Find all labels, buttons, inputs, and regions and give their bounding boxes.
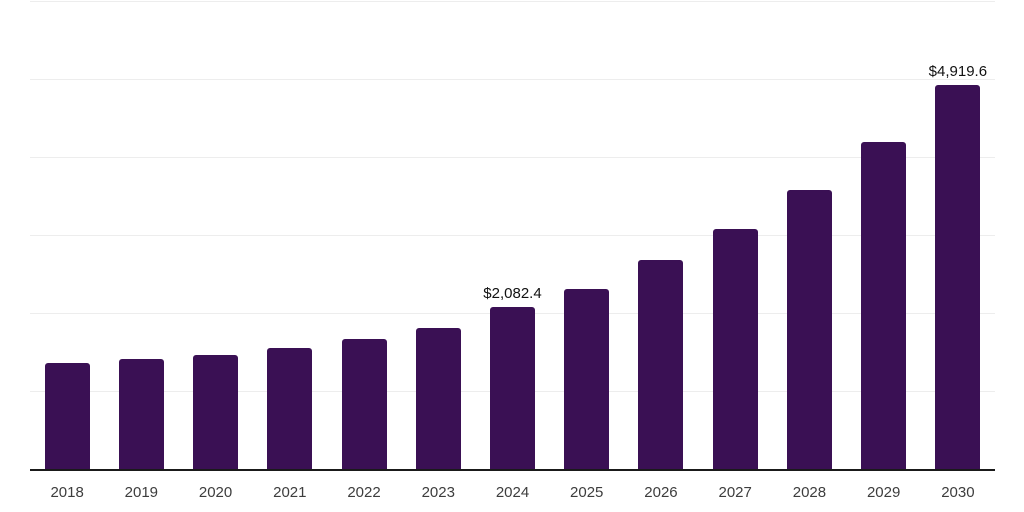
x-axis-line [30, 469, 995, 471]
x-tick-label-2018: 2018 [50, 484, 84, 501]
x-tick-label-2030: 2030 [941, 484, 975, 501]
bar-2029[interactable] [861, 142, 907, 469]
x-tick-label-2024: 2024 [495, 484, 530, 501]
gridline-3000 [30, 235, 995, 236]
bar-2024[interactable] [490, 306, 535, 469]
x-tick-label-2029: 2029 [866, 484, 901, 501]
gridline-6000 [30, 1, 995, 2]
plot-area: 2018 2019 2020 2021 2022 2023 $2,082.4 2024 2025… [30, 0, 995, 512]
bar-2023[interactable] [415, 327, 461, 469]
x-tick-label-2027: 2027 [718, 484, 752, 501]
x-tick-label-2022: 2022 [347, 484, 381, 501]
bar-2019[interactable] [118, 358, 164, 469]
bar-2018[interactable] [44, 362, 90, 469]
bar-2028[interactable] [786, 189, 832, 469]
x-tick-label-2028: 2028 [792, 484, 827, 501]
x-tick-label-2025: 2025 [570, 484, 604, 501]
x-tick-label-2020: 2020 [198, 484, 233, 501]
x-tick-label-2026: 2026 [644, 484, 678, 501]
gridline-5000 [30, 79, 995, 80]
bar-2022[interactable] [341, 338, 387, 469]
bar-2027[interactable] [712, 229, 758, 469]
bar-2021[interactable] [267, 348, 313, 469]
gridline-4000 [30, 157, 995, 158]
x-tick-label-2023: 2023 [421, 484, 455, 501]
x-tick-label-2019: 2019 [124, 484, 159, 501]
x-tick-label-2021: 2021 [273, 484, 307, 501]
value-label-2030: $4,919.6 [928, 63, 988, 81]
bar-2025[interactable] [564, 288, 610, 469]
bar-2026[interactable] [638, 259, 684, 469]
bar-2030[interactable] [935, 85, 981, 469]
bar-2020[interactable] [193, 355, 239, 469]
value-label-2024: $2,082.4 [483, 284, 542, 302]
